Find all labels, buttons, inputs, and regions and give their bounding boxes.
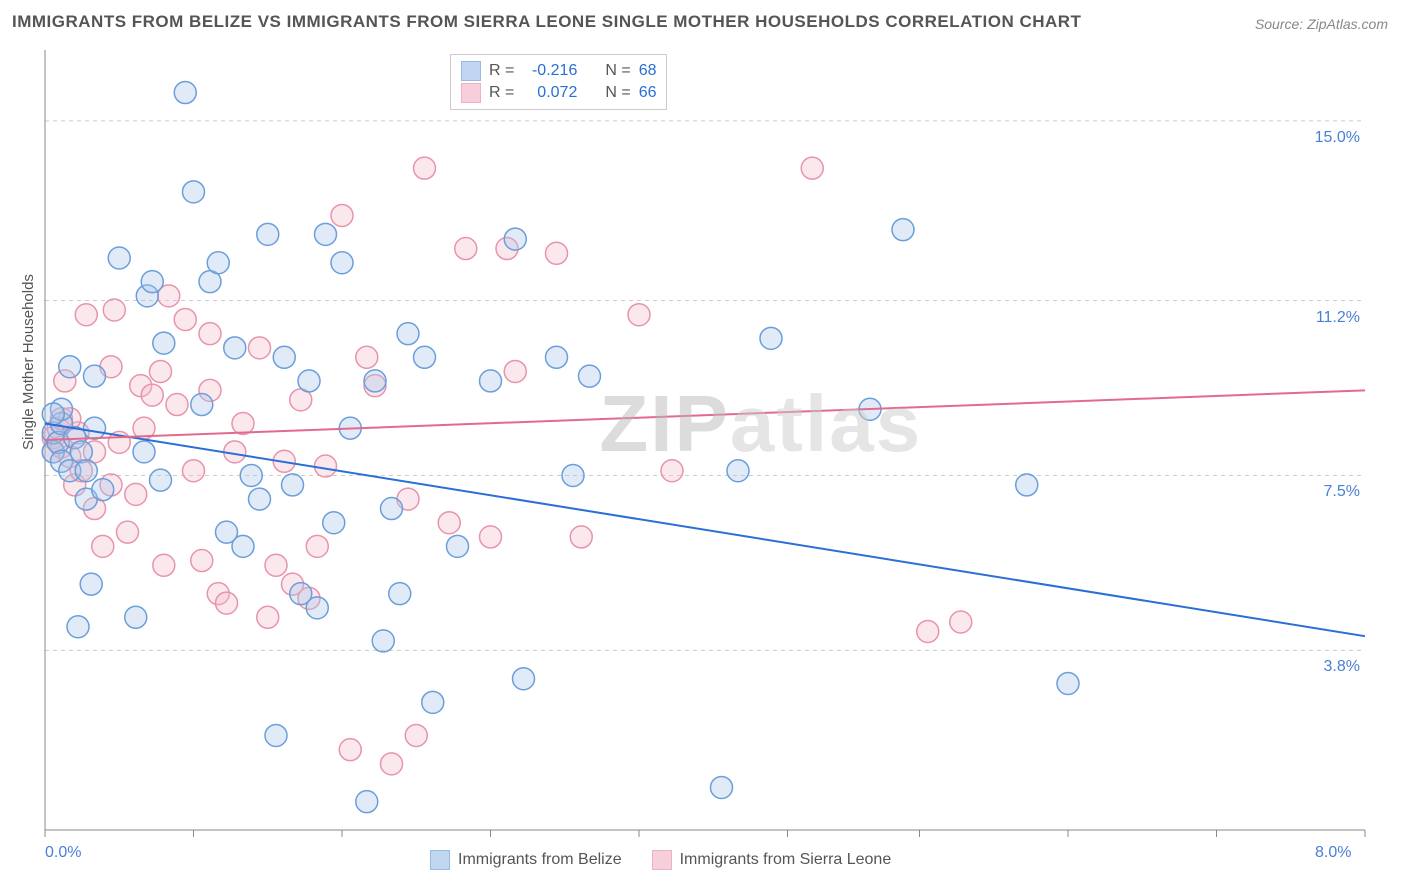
y-tick-label: 7.5% (1310, 483, 1360, 501)
correlation-stats-box: R =-0.216N =68R =0.072N =66 (450, 54, 667, 110)
legend-item: Immigrants from Sierra Leone (652, 850, 892, 870)
x-tick-label: 8.0% (1315, 844, 1351, 862)
legend-item: Immigrants from Belize (430, 850, 622, 870)
y-tick-label: 11.2% (1310, 309, 1360, 327)
series-legend: Immigrants from Belize Immigrants from Si… (430, 850, 891, 870)
y-tick-label: 15.0% (1310, 129, 1360, 147)
stats-row: R =-0.216N =68 (461, 61, 656, 81)
x-tick-label: 0.0% (45, 844, 81, 862)
chart-canvas (0, 0, 1406, 892)
legend-label: Immigrants from Sierra Leone (680, 851, 892, 869)
y-tick-label: 3.8% (1310, 658, 1360, 676)
stats-row: R =0.072N =66 (461, 83, 656, 103)
legend-label: Immigrants from Belize (458, 851, 622, 869)
